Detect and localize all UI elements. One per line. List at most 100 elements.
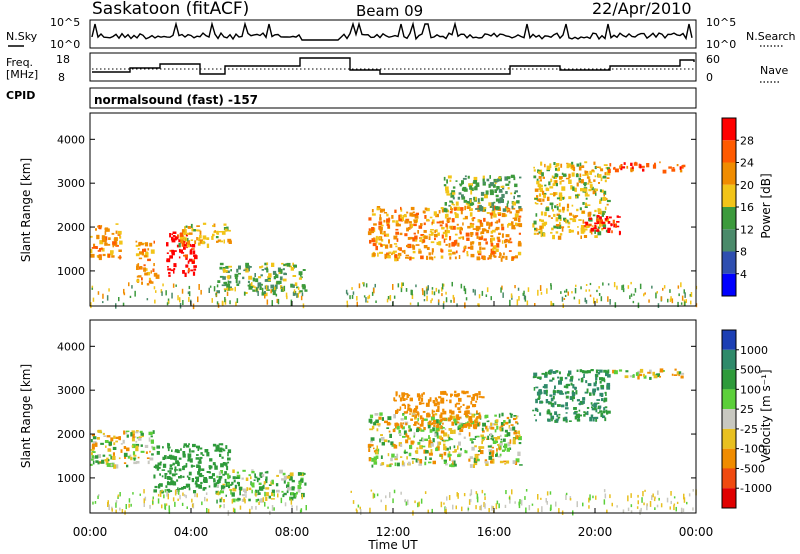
vel-cells-cell [95,460,99,463]
freq-right-tick-bottom: 0 [706,71,713,84]
vel-cells-cell [418,398,420,401]
power-cells-ground-cell [522,292,524,296]
vel-cbar-tick-label: -1000 [740,482,772,495]
vel-cells-cell [583,373,585,378]
power-cells-cell [555,183,558,187]
vel-cells-ground-cell [201,501,203,506]
vel-cells-cell [241,498,244,502]
vel-cells-cell [399,406,402,410]
vel-cells-cell [583,411,586,414]
power-cells-cell [504,176,509,181]
vel-cells-cell [195,484,200,488]
power-cells-cell [586,176,590,179]
vel-cells-ground-cell [461,506,463,512]
power-cells-cell [384,256,387,260]
vel-cells-ground-cell [546,491,549,496]
power-cells-ground-cell [651,285,653,289]
power-cells-ground-cell [131,285,133,289]
power-cells-cell [506,203,509,208]
power-cells-ground-cell [539,285,542,291]
vel-cells-ground-cell [357,504,360,508]
vel-cells-cell [469,464,473,468]
vel-cells-cell [570,376,574,380]
vel-cells-cell [248,498,251,502]
power-cells-cell [421,239,424,244]
vel-cells-cell [454,403,457,408]
power-cells-ground-cell [409,302,412,305]
vel-cells-cell [165,485,168,488]
power-cells-cell [266,270,269,273]
power-cells-ground-cell [523,294,526,300]
vel-cells-cell [593,407,597,411]
power-cells-ground-cell [613,282,616,288]
vel-cells-cell [625,370,629,373]
vel-cells-ground-cell [457,493,459,499]
power-cells-cell [403,214,407,217]
velocity-ylabel: Slant Range [km] [19,364,33,468]
power-cells-cell [617,216,621,218]
power-cells-cell [184,226,186,229]
power-cells-cell [573,166,576,172]
vel-cells-cell [548,401,552,405]
vel-cells-cell [605,391,607,396]
power-cells-cell [464,215,468,220]
power-cells-cell [458,255,461,259]
vel-cells-cell [265,476,268,481]
vel-cells-cell [159,490,164,494]
power-cells-cell [434,237,436,241]
power-cells-cell [403,249,406,254]
vel-cells-ground-cell [301,493,303,500]
vel-cells-cell [291,486,295,491]
power-cells-cell [533,175,537,179]
power-cells-cell [598,223,602,228]
vel-cells-cell [429,429,433,433]
power-cells-ground-cell [422,289,424,296]
power-cells-cell [457,242,460,247]
power-cells-cell [497,212,502,215]
vel-cbar-tick-label: 25 [740,403,754,416]
vel-cells-cell [472,404,476,408]
power-cells-cell [238,265,241,270]
power-cells-cell [397,247,401,251]
vel-cells-cell [596,387,600,391]
power-cells-cell [274,274,279,279]
vel-cells-cell [604,417,607,422]
power-cells-ground-cell [134,290,136,297]
vel-cells-cell [110,437,114,442]
power-cells-cell [676,164,679,167]
vel-cells-cell [237,482,240,487]
power-cells-cell [407,237,411,240]
power-cells-cell [514,255,518,259]
vel-cells-cell [604,406,608,409]
power-cells-cell [190,223,193,228]
vel-cells-ground-cell [669,506,671,510]
vel-cells-cell [130,456,133,461]
power-cells-ground-cell [452,294,455,299]
power-cells-cell [482,175,485,180]
vel-cells-cell [401,426,405,430]
power-cells-cell [264,267,268,270]
power-cells-cell [501,240,504,244]
power-cells-cell [495,194,499,198]
power-cells-ground-cell [472,288,475,293]
vel-cells-cell [91,445,95,450]
power-cells-cell [258,276,262,279]
power-cells-cell [505,183,510,186]
power-cells-ground-cell [607,283,610,286]
power-cells-cell [488,222,493,227]
power-cells-cell [504,214,508,217]
vel-cells-cell [219,498,222,503]
vel-cells-ground-cell [296,505,298,511]
vel-cells-cell [629,375,633,378]
power-cells-cell [377,252,379,257]
power-cells-ground-cell [574,287,577,294]
vel-cells-cell [239,491,241,496]
power-cbar-swatch [722,118,736,141]
power-cells-cell [186,244,190,248]
power-cells-cell [439,224,443,227]
power-cells-cell [630,162,633,166]
power-cells-cell [283,263,286,267]
vel-cells-cell [181,487,184,490]
vel-cells-cell [242,469,246,472]
